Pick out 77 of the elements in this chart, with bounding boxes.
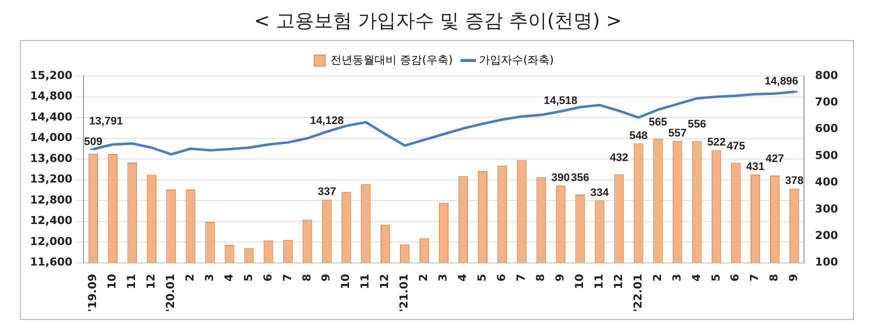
y-tick-label: 12,800 (30, 193, 73, 206)
x-tick-label: 4 (456, 273, 470, 282)
x-tick-label: 11 (358, 274, 372, 290)
x-tick-label: '21.01 (398, 274, 411, 312)
x-tick-label: 8 (534, 274, 547, 282)
data-label: 14,896 (764, 75, 798, 88)
data-label: 337 (318, 186, 336, 198)
data-label: 556 (688, 118, 706, 131)
y-tick-label: 12,400 (30, 214, 73, 228)
x-tick-label: '20.01 (164, 274, 177, 312)
x-tick-label: 12 (378, 274, 392, 290)
y-tick-label: 13,600 (30, 152, 73, 165)
x-tick-label: 2 (650, 274, 664, 282)
x-tick-label: 6 (495, 273, 508, 282)
y2-tick-label: 700 (815, 96, 838, 109)
y2-tick-label: 400 (815, 176, 838, 189)
data-label: 475 (726, 140, 746, 152)
y2-tick-label: 600 (815, 122, 838, 136)
data-label: 557 (668, 127, 687, 140)
x-tick-label: 10 (106, 273, 119, 290)
x-tick-label: 6 (728, 273, 742, 282)
x-tick-label: 5 (476, 274, 489, 282)
x-tick-label: 2 (417, 274, 430, 282)
data-label: 565 (648, 116, 668, 128)
y-tick-label: 11,600 (30, 256, 73, 269)
data-label: 432 (610, 152, 628, 164)
data-label: 14,518 (544, 94, 578, 107)
data-label: 334 (590, 186, 610, 199)
x-tick-label: 4 (690, 273, 703, 282)
data-label: 378 (785, 175, 804, 188)
y-tick-label: 13,200 (30, 172, 73, 186)
data-label: 431 (746, 161, 765, 174)
x-tick-label: 4 (222, 273, 236, 282)
x-tick-label: 11 (592, 274, 606, 290)
x-tick-label: 9 (320, 274, 333, 282)
x-tick-label: 7 (280, 274, 294, 282)
x-tick-label: 2 (183, 274, 196, 282)
x-tick-label: 3 (670, 274, 684, 282)
y2-tick-label: 100 (815, 256, 838, 269)
x-tick-label: 10 (339, 273, 352, 290)
data-label: 356 (570, 172, 590, 184)
y-tick-label: 14,400 (30, 110, 73, 124)
x-tick-label: 12 (144, 274, 158, 290)
x-tick-label: 5 (242, 274, 255, 282)
data-label: 548 (629, 130, 648, 142)
y2-tick-label: 300 (815, 202, 838, 216)
chart-title: < 고용보험 가입자수 및 증감 추이(천명) > (253, 9, 623, 34)
x-tick-label: 6 (261, 273, 274, 282)
data-label: 13,791 (89, 116, 123, 128)
y2-tick-label: 800 (815, 68, 838, 82)
x-tick-label: '22.01 (631, 274, 644, 312)
legend-label: 전년동월대비 증감(우축) (330, 53, 453, 66)
data-label: 390 (551, 172, 570, 184)
legend-label: 가입자수(좌축) (479, 53, 554, 66)
y-tick-label: 14,800 (30, 90, 73, 103)
data-label: 509 (84, 136, 102, 148)
x-tick-label: 8 (768, 274, 781, 282)
y2-tick-label: 500 (815, 148, 838, 162)
data-label: 427 (766, 153, 784, 166)
y-tick-label: 14,000 (30, 131, 73, 144)
x-tick-label: 3 (436, 274, 450, 282)
x-tick-label: 3 (202, 274, 216, 282)
data-label: 522 (707, 136, 726, 149)
x-tick-label: 8 (300, 274, 314, 282)
x-tick-label: 11 (124, 274, 138, 290)
x-tick-label: 5 (709, 274, 722, 282)
y2-tick-label: 200 (815, 229, 838, 242)
data-label: 14,128 (310, 115, 344, 128)
y-tick-label: 15,200 (30, 68, 73, 82)
x-tick-label: 7 (514, 274, 528, 282)
x-tick-label: 12 (612, 274, 625, 290)
x-tick-label: 9 (553, 274, 566, 282)
y-tick-label: 12,000 (30, 234, 73, 248)
x-tick-label: 10 (572, 273, 586, 290)
x-tick-label: 9 (787, 274, 800, 282)
x-tick-label: 7 (748, 274, 762, 282)
x-tick-label: '19.09 (86, 274, 100, 312)
